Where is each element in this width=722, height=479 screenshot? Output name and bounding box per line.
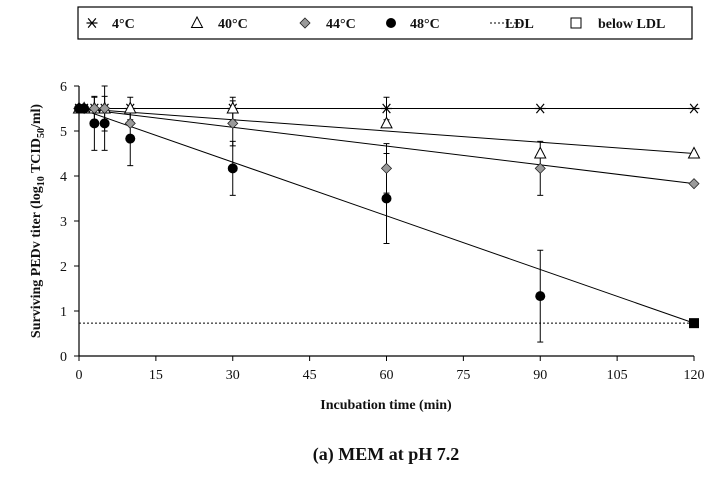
legend: 4°C 40°C 44°C 48°C LDL below LDL: [77, 6, 693, 40]
data-point-4C: [688, 103, 700, 114]
data-point-44C: [380, 162, 393, 174]
figure-caption: (a) MEM at pH 7.2: [313, 444, 459, 465]
data-point-40C: [226, 101, 240, 114]
x-tick-label: 90: [533, 368, 547, 383]
data-point-44C: [227, 117, 239, 129]
legend-box: [77, 6, 693, 40]
legend-marker: [299, 17, 311, 29]
data-point-48C: [535, 291, 546, 302]
data-point-48C: [227, 163, 238, 174]
x-tick-label: 105: [607, 368, 628, 383]
data-point-44C: [534, 162, 546, 174]
data-point-4C: [381, 103, 392, 114]
y-axis-title: Surviving PEDv titer (log10 TCID50/ml): [29, 104, 47, 339]
data-point-48C: [89, 118, 100, 129]
y-tick-label: 4: [60, 170, 67, 185]
data-point-48C: [79, 103, 90, 114]
legend-label: 40°C: [218, 17, 248, 32]
legend-item-40C: 40°C: [190, 15, 248, 32]
data-point-48C: [381, 193, 392, 204]
legend-item-48C: 48°C: [386, 17, 440, 32]
data-point-44C: [88, 102, 100, 115]
data-point-40C: [687, 146, 701, 159]
y-tick-label: 0: [60, 350, 67, 365]
data-point-4C: [534, 103, 546, 114]
fit-line-40C: [78, 108, 695, 154]
legend-marker: [86, 17, 98, 29]
x-tick-label: 120: [684, 368, 705, 383]
legend-label: 4°C: [112, 17, 135, 32]
legend-item-below: below LDL: [570, 17, 665, 32]
x-tick-label: 60: [380, 368, 394, 383]
legend-item-44C: 44°C: [299, 17, 356, 32]
legend-item-4C: 4°C: [86, 17, 135, 32]
legend-label: 48°C: [410, 17, 440, 32]
legend-label: LDL: [505, 17, 534, 32]
y-tick-label: 6: [60, 80, 67, 95]
data-point-44C: [688, 178, 700, 190]
data-point-44C: [124, 117, 136, 129]
data-point-40C: [380, 116, 393, 129]
legend-marker: [190, 15, 204, 28]
data-point-40C: [533, 146, 547, 159]
x-tick-label: 75: [456, 368, 470, 383]
x-tick-label: 45: [303, 368, 317, 383]
legend-label: below LDL: [598, 17, 665, 32]
legend-label: 44°C: [326, 17, 356, 32]
legend-marker: [386, 18, 396, 28]
legend-item-LDL: LDL: [490, 17, 534, 32]
y-tick-label: 2: [60, 260, 67, 275]
y-tick-label: 5: [60, 125, 67, 140]
x-tick-label: 15: [149, 368, 163, 383]
y-tick-label: 3: [60, 215, 67, 230]
data-point-48C: [125, 133, 136, 144]
data-point-48C: [99, 118, 110, 129]
x-axis-title: Incubation time (min): [320, 398, 452, 413]
data-point-below: [689, 318, 699, 329]
data-point-44C: [99, 102, 111, 115]
data-point-40C: [123, 101, 137, 114]
x-tick-label: 30: [226, 368, 240, 383]
y-tick-label: 1: [60, 305, 67, 320]
legend-marker: [570, 17, 582, 29]
x-tick-label: 0: [76, 368, 83, 383]
